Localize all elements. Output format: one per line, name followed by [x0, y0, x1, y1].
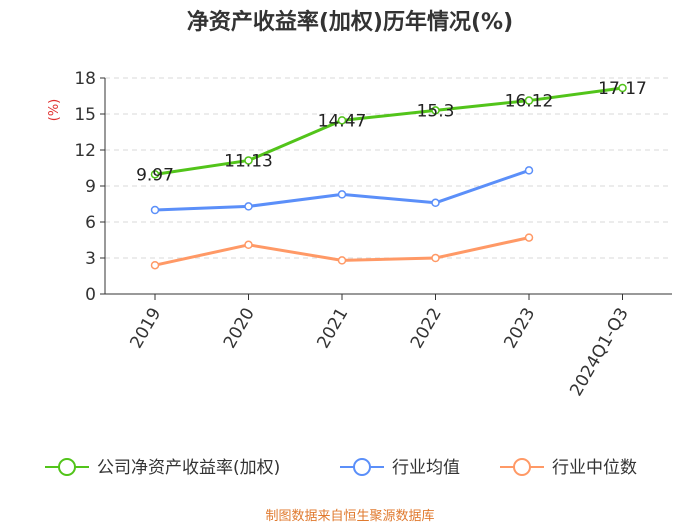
data-point	[618, 83, 627, 93]
series-line	[154, 86, 623, 176]
data-point	[244, 202, 253, 211]
data-point	[337, 190, 347, 199]
x-tick-label: 2021	[313, 305, 352, 352]
data-label: 9.97	[136, 165, 174, 185]
x-tick-label: 2019	[126, 305, 165, 352]
y-tick-label: 9	[85, 177, 96, 197]
x-tick-label: 2020	[220, 305, 259, 352]
data-point	[150, 260, 160, 270]
data-point	[337, 116, 347, 125]
data-point	[524, 166, 534, 175]
y-tick-label: 3	[85, 249, 96, 269]
legend-label: 公司净资产收益率(加权)	[97, 458, 280, 478]
data-point	[431, 198, 440, 208]
data-point	[150, 170, 160, 179]
legend-marker	[58, 458, 76, 476]
data-point	[150, 205, 160, 215]
data-point	[524, 96, 534, 105]
data-point	[431, 106, 440, 115]
legend-label: 行业均值	[392, 458, 460, 478]
data-point	[524, 233, 534, 242]
data-label: 11.13	[224, 151, 273, 171]
chart-title: 净资产收益率(加权)历年情况(%)	[186, 10, 514, 35]
x-tick-label: 2023	[500, 305, 539, 352]
legend-marker	[353, 458, 371, 476]
data-label: 16.12	[505, 92, 554, 112]
x-tick-label: 2022	[407, 305, 446, 352]
y-axis-label: (%)	[47, 99, 62, 122]
data-point	[337, 256, 347, 265]
data-label: 15.3	[417, 101, 455, 121]
data-label: 17.17	[598, 79, 647, 99]
data-point	[244, 240, 253, 250]
data-label: 14.47	[318, 111, 367, 131]
y-tick-label: 0	[85, 285, 96, 305]
legend-marker	[513, 458, 531, 476]
y-tick-label: 18	[74, 69, 96, 89]
x-tick-label: 2024Q1-Q3	[566, 305, 633, 400]
y-tick-label: 12	[74, 141, 96, 161]
y-tick-label: 6	[85, 213, 96, 233]
y-tick-label: 15	[74, 105, 96, 125]
legend-label: 行业中位数	[552, 458, 637, 478]
data-point	[244, 156, 253, 165]
footer-source: 制图数据来自恒生聚源数据库	[265, 509, 435, 524]
data-point	[431, 253, 440, 263]
